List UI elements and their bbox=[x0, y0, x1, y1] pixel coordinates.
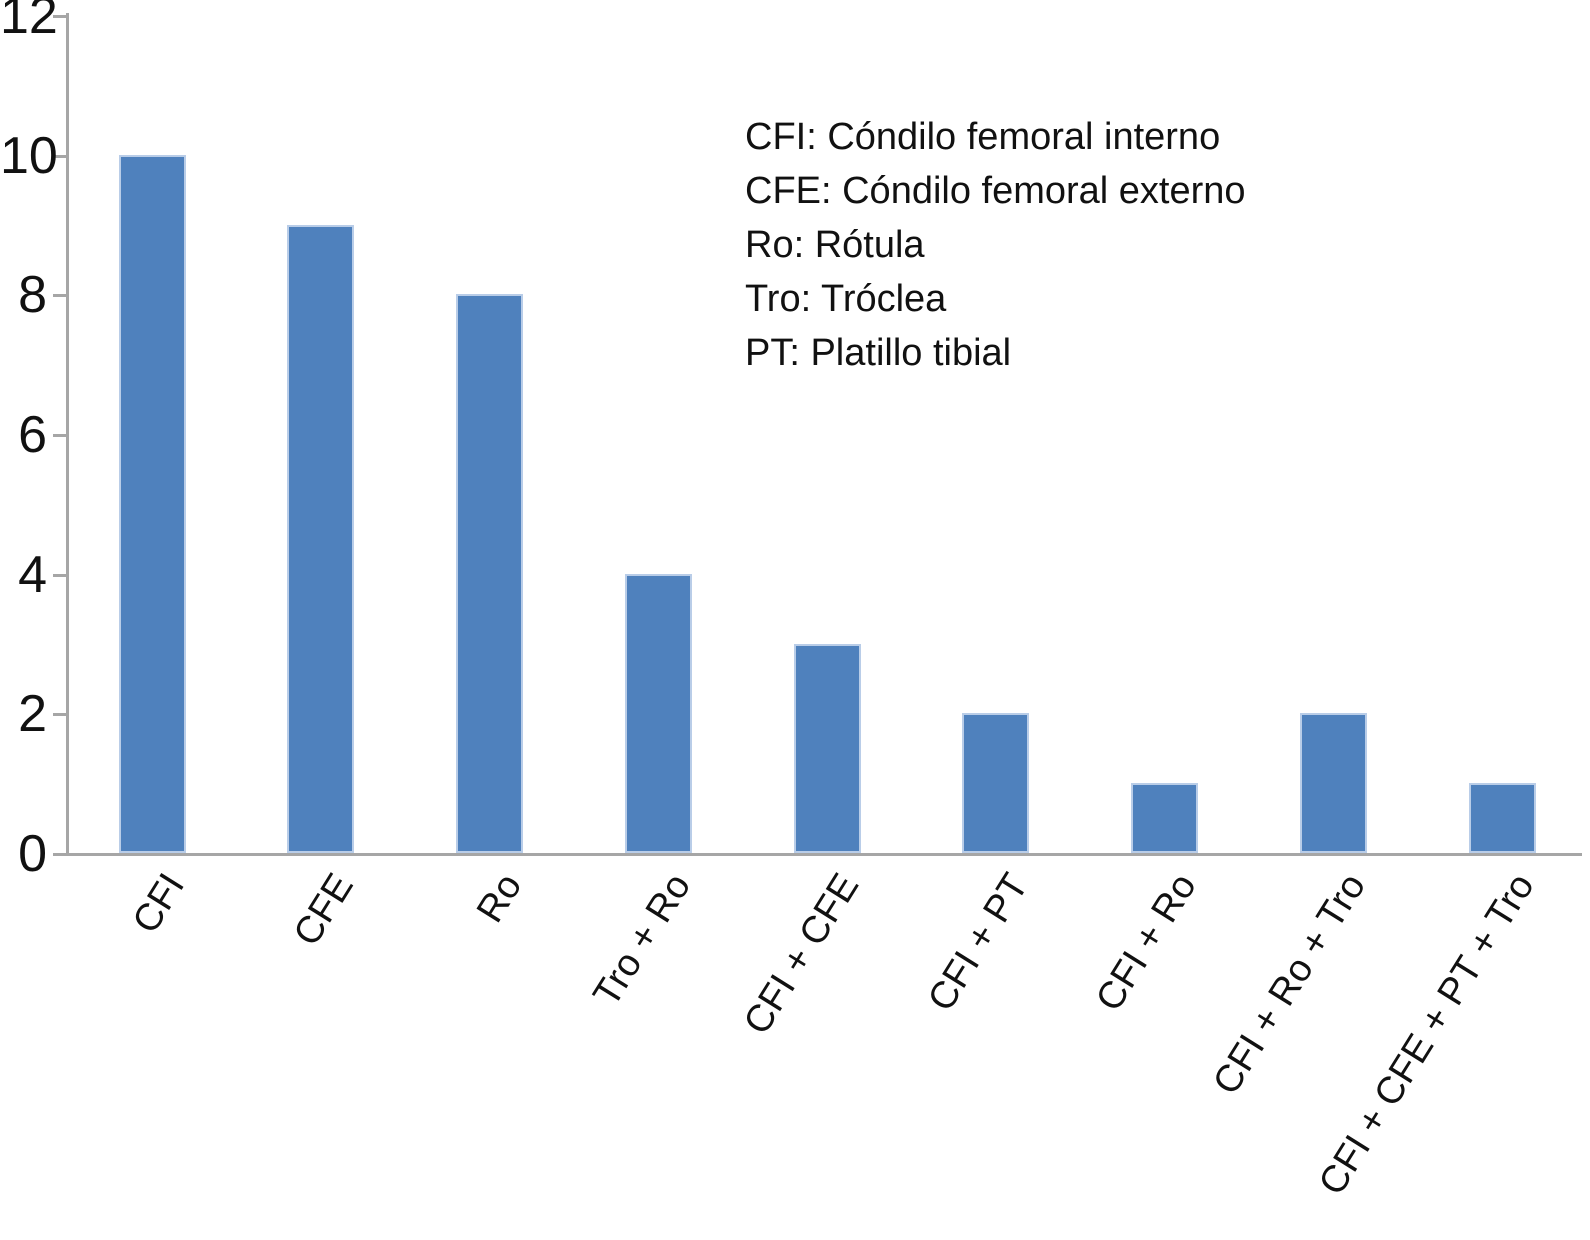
y-tick-label: 0 bbox=[18, 825, 47, 883]
legend-line: Ro: Rótula bbox=[745, 224, 925, 266]
bar-CFI + CFE bbox=[793, 643, 861, 853]
legend: CFI: Cóndilo femoral interno CFE: Cóndilo… bbox=[745, 110, 1246, 380]
x-axis-line bbox=[66, 853, 1582, 856]
bar-CFI + Ro bbox=[1131, 783, 1198, 853]
y-tick-mark bbox=[53, 713, 66, 717]
x-tick-label: Ro bbox=[468, 866, 531, 930]
y-tick-label: 12 bbox=[0, 0, 58, 46]
legend-line: CFE: Cóndilo femoral externo bbox=[745, 170, 1246, 212]
bar-CFI + CFE + PT + Tro bbox=[1468, 783, 1536, 853]
legend-line: Tro: Tróclea bbox=[745, 278, 947, 320]
y-tick-mark bbox=[53, 853, 66, 856]
x-tick-label: CFI bbox=[124, 866, 193, 941]
bar-CFI bbox=[118, 154, 186, 853]
y-tick-mark bbox=[53, 294, 66, 298]
y-axis-line bbox=[66, 13, 69, 856]
y-tick-mark bbox=[53, 573, 66, 577]
y-tick-label: 6 bbox=[18, 406, 47, 465]
y-tick-mark bbox=[53, 154, 66, 158]
x-tick-label: CFI + CFE bbox=[736, 866, 868, 1042]
y-tick-mark bbox=[53, 15, 66, 19]
y-tick-label: 4 bbox=[18, 545, 47, 604]
y-tick-label: 2 bbox=[18, 685, 47, 744]
y-tick-label: 8 bbox=[18, 266, 47, 325]
bar-Ro bbox=[456, 294, 523, 853]
x-tick-label: CFE bbox=[285, 866, 362, 954]
bar-CFI + Ro + Tro bbox=[1299, 713, 1367, 853]
x-tick-label: Tro + Ro bbox=[585, 866, 700, 1014]
legend-line: CFI: Cóndilo femoral interno bbox=[745, 116, 1221, 158]
y-tick-mark bbox=[53, 434, 66, 438]
x-tick-label: CFI + Ro + Tro bbox=[1205, 866, 1375, 1102]
bar-Tro + Ro bbox=[624, 573, 692, 853]
y-tick-label: 10 bbox=[0, 126, 58, 185]
bar-CFI + PT bbox=[962, 713, 1030, 853]
x-tick-label: CFI + Ro bbox=[1088, 866, 1206, 1019]
x-tick-label: CFI + PT bbox=[919, 866, 1037, 1019]
bar-CFE bbox=[287, 224, 355, 853]
legend-line: PT: Platillo tibial bbox=[745, 332, 1012, 374]
